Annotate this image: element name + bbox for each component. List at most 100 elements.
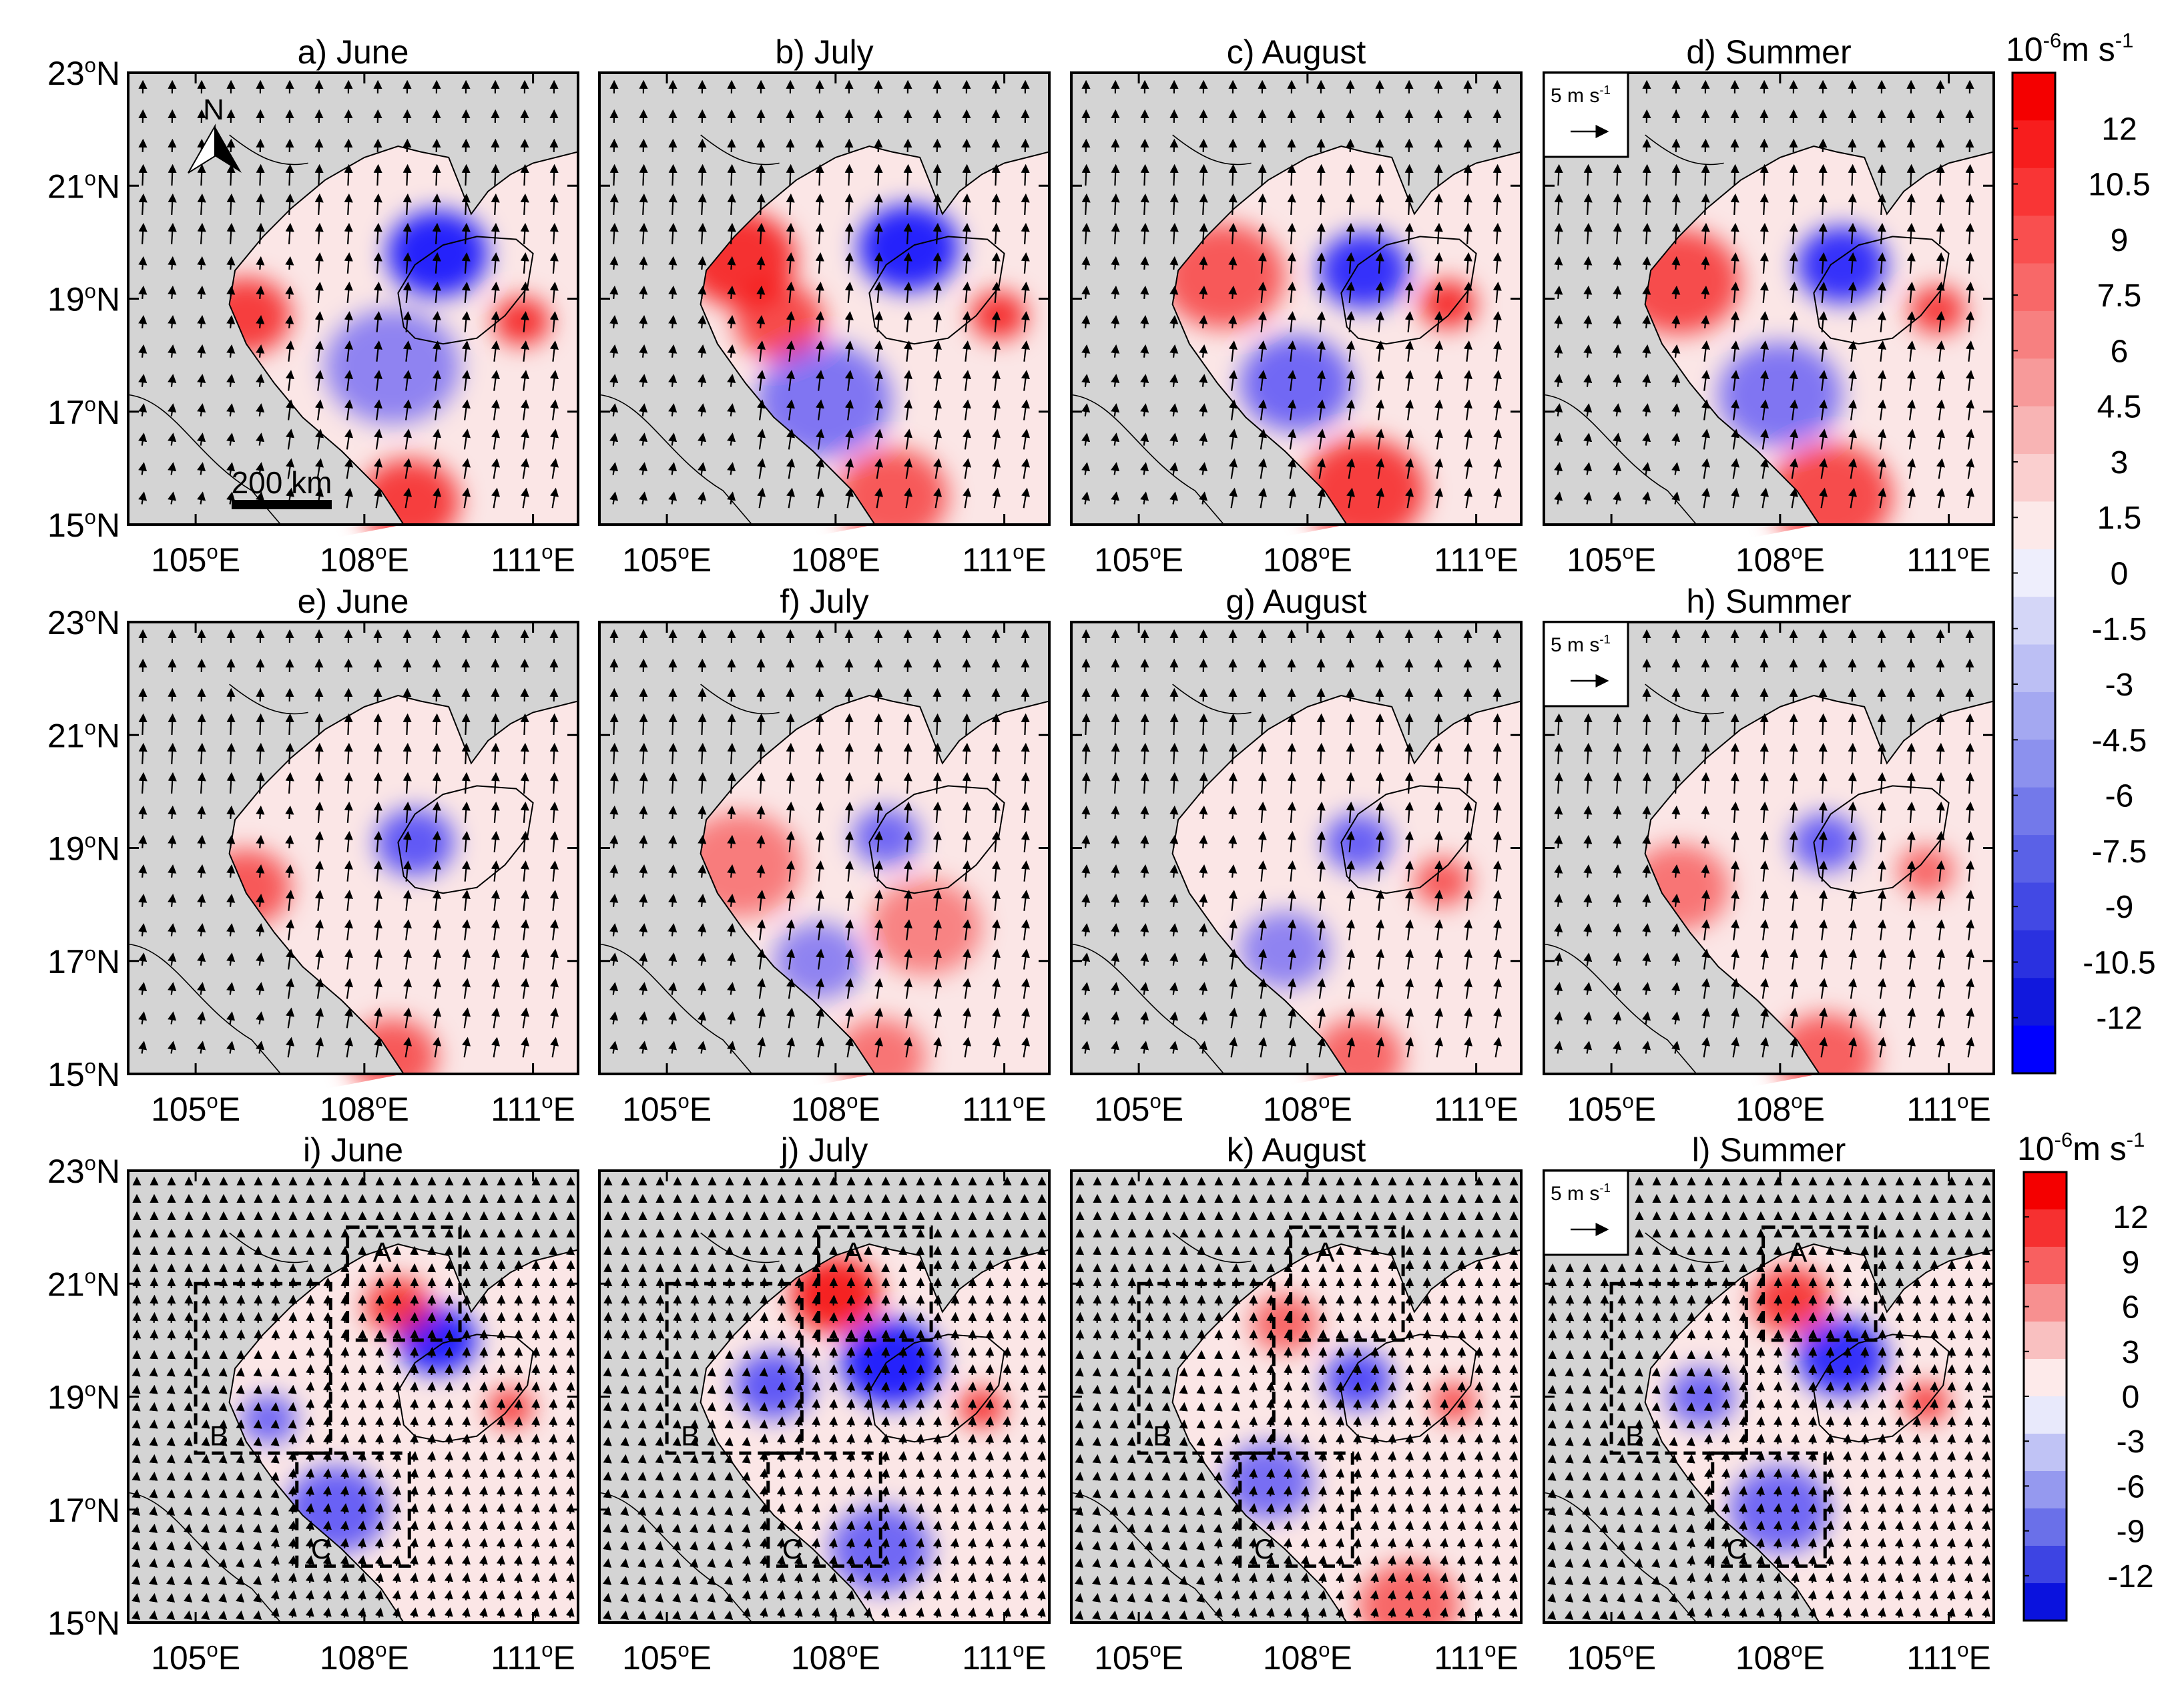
country-border [229, 134, 308, 166]
colorbar-swatch [2012, 168, 2055, 216]
wind-vectors [1081, 79, 1503, 509]
curl-anomaly [852, 808, 920, 866]
colorbar-tick-label: 1.5 [2097, 501, 2142, 536]
longitude-label: 108oE [791, 1089, 880, 1128]
wind-vectors [1081, 629, 1503, 1058]
curl-anomaly [1240, 335, 1353, 432]
colorbar-tick-label: 12 [2113, 1200, 2148, 1235]
longitude-label: 111oE [962, 1638, 1047, 1677]
colorbar-swatch [2024, 1434, 2067, 1472]
curl-anomaly [1904, 1383, 1949, 1422]
analysis-box [665, 1282, 804, 1455]
curl-anomaly [1324, 814, 1392, 872]
analysis-box [346, 1225, 462, 1342]
scale-bar: 200 km [232, 465, 332, 509]
country-border [1544, 943, 1697, 1074]
country-border [229, 683, 308, 715]
wind-vectors [609, 629, 1031, 1058]
country-border [1645, 683, 1724, 715]
panel-title: h) Summer [1686, 583, 1851, 620]
map-panel: A B Ck) August 105oE 108oE 111oE [1070, 1131, 1523, 1677]
curl-anomaly [1251, 1294, 1319, 1352]
latitude-label: 21oN [47, 716, 120, 754]
wind-vectors [1075, 1176, 1519, 1620]
map-panel: A B Cl) Summer 105oE 108oE 111oE 5 m s-1 [1543, 1131, 1995, 1677]
country-border [128, 943, 282, 1074]
box-label: C [1727, 1533, 1747, 1564]
map-panel: A B Ci) June 105oE 108oE 111oE 23oN 21oN 19oN 17o… [47, 1131, 579, 1677]
map-panel: h) Summer 105oE 108oE 111oE 5 m s-1 [1543, 583, 1995, 1128]
colorbar-tick-label: -9 [2105, 890, 2134, 925]
longitude-label: 111oE [1906, 1089, 1991, 1128]
colorbar-swatch [2012, 358, 2055, 407]
box-label: A [1788, 1237, 1807, 1268]
colorbar-swatch [2024, 1172, 2067, 1210]
longitude-label: 105oE [1567, 540, 1656, 579]
country-border [1071, 394, 1225, 525]
colorbar-swatch [2012, 644, 2055, 693]
country-border [1172, 1232, 1252, 1263]
longitude-label: 111oE [1434, 540, 1519, 579]
curl-anomaly [1431, 1383, 1476, 1422]
longitude-label: 111oE [1906, 540, 1991, 579]
colorbar-swatch [2012, 216, 2055, 264]
longitude-label: 108oE [1263, 540, 1352, 579]
curl-anomaly [1358, 1562, 1460, 1645]
scale-bar-label: 200 km [232, 465, 332, 500]
analysis-box [766, 1451, 882, 1568]
colorbar-tick-label: -3 [2105, 667, 2134, 703]
colorbar-swatch [2012, 263, 2055, 312]
colorbar-tick-label: 6 [2122, 1290, 2140, 1326]
colorbar-swatch [2012, 406, 2055, 455]
longitude-label: 105oE [622, 540, 712, 579]
curl-anomaly [1420, 280, 1476, 328]
curl-anomaly [734, 283, 824, 360]
hainan-coastline [1340, 785, 1477, 894]
curl-anomaly [375, 808, 455, 876]
box-label: A [372, 1237, 391, 1268]
colorbar-title: 10-6m s-1 [2017, 1128, 2145, 1167]
analysis-box [1238, 1451, 1354, 1568]
latitude-label: 23oN [47, 53, 120, 92]
colorbar-swatch [2012, 787, 2055, 836]
country-border [599, 394, 753, 525]
colorbar-swatch [2024, 1322, 2067, 1360]
longitude-label: 108oE [1263, 1638, 1352, 1677]
colorbar-swatch [2024, 1508, 2067, 1546]
colorbar-swatch [2012, 501, 2055, 550]
colorbar-swatch [2012, 549, 2055, 597]
longitude-label: 111oE [962, 540, 1047, 579]
colorbar: 12 10.5 9 7.5 6 4.5 3 1.5 0 -1.5 -3 -4.5 -6 -7.5 -9 -10… [2006, 29, 2156, 1075]
longitude-label: 105oE [151, 1089, 240, 1128]
box-label: B [210, 1420, 228, 1452]
longitude-label: 108oE [791, 1638, 880, 1677]
panel-title: g) August [1226, 583, 1366, 620]
analysis-box [1137, 1282, 1276, 1455]
longitude-label: 108oE [320, 540, 409, 579]
analysis-box [295, 1451, 411, 1568]
longitude-label: 105oE [1094, 1638, 1183, 1677]
box-label: C [1254, 1533, 1274, 1564]
colorbar-swatch [2024, 1359, 2067, 1397]
box-label: B [1153, 1420, 1171, 1452]
colorbar-tick-label: 9 [2111, 223, 2129, 258]
curl-anomaly [869, 879, 982, 975]
longitude-label: 108oE [320, 1638, 409, 1677]
curl-anomaly [858, 204, 960, 291]
map-panel: g) August 105oE 108oE 111oE [1070, 583, 1523, 1128]
colorbar-swatch [2012, 930, 2055, 978]
longitude-label: 111oE [962, 1089, 1047, 1128]
box-label: C [782, 1533, 802, 1564]
colorbar-swatch [2024, 1583, 2067, 1621]
panel-title: c) August [1227, 33, 1366, 71]
box-label: B [681, 1420, 700, 1452]
wind-vectors [131, 1176, 575, 1620]
curl-anomaly [1667, 1368, 1735, 1426]
hainan-coastline [868, 785, 1005, 894]
colorbar-swatch [2012, 120, 2055, 169]
latitude-label: 17oN [47, 392, 120, 431]
analysis-box [194, 1282, 332, 1455]
latitude-label: 15oN [47, 505, 120, 544]
colorbar-swatch [2024, 1284, 2067, 1322]
